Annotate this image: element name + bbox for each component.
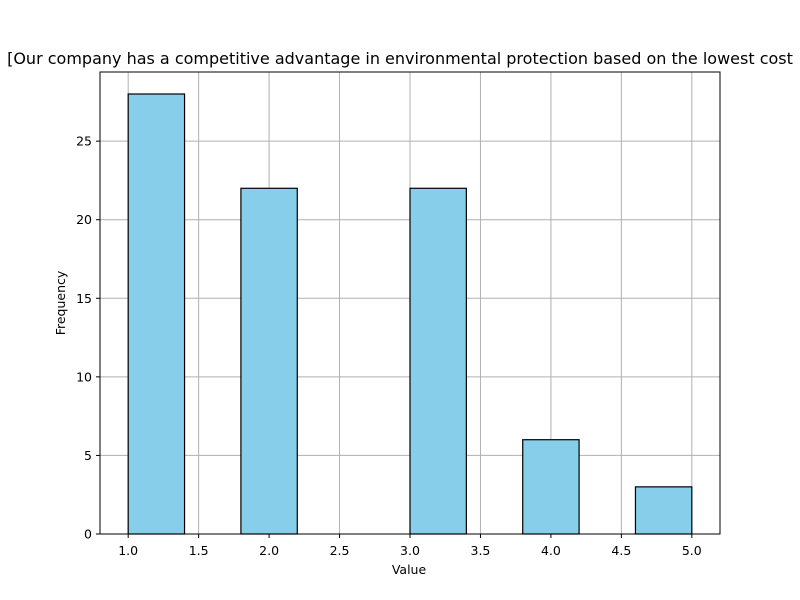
x-tick-label: 4.5 bbox=[611, 543, 631, 558]
y-tick-label: 20 bbox=[76, 212, 92, 227]
histogram-bar bbox=[409, 187, 467, 535]
axis-ticks: 1.0 1.5 2.0 2.5 3.0 3.5 4.0 4.5 5.0 0 5 10 15 20 25 bbox=[76, 134, 702, 558]
x-tick-label: 3.0 bbox=[400, 543, 420, 558]
histogram-bars bbox=[127, 93, 693, 535]
histogram-bar bbox=[634, 486, 693, 535]
x-tick-label: 1.0 bbox=[118, 543, 138, 558]
histogram-bar bbox=[240, 187, 298, 535]
chart-title: [Our company has a competitive advantage… bbox=[7, 49, 793, 68]
x-tick-label: 4.0 bbox=[541, 543, 561, 558]
x-tick-label: 2.5 bbox=[330, 543, 350, 558]
y-tick-label: 25 bbox=[76, 134, 92, 149]
x-tick-label: 2.0 bbox=[259, 543, 279, 558]
y-tick-label: 15 bbox=[76, 291, 92, 306]
x-axis-label: Value bbox=[392, 562, 427, 577]
y-tick-label: 5 bbox=[84, 448, 92, 463]
x-tick-label: 1.5 bbox=[189, 543, 209, 558]
x-tick-label: 5.0 bbox=[682, 543, 702, 558]
y-tick-label: 0 bbox=[84, 527, 92, 542]
histogram-bar bbox=[522, 439, 580, 535]
histogram-bar bbox=[127, 93, 186, 535]
x-tick-label: 3.5 bbox=[471, 543, 491, 558]
y-tick-label: 10 bbox=[76, 369, 92, 384]
y-axis-label: Frequency bbox=[53, 270, 68, 335]
